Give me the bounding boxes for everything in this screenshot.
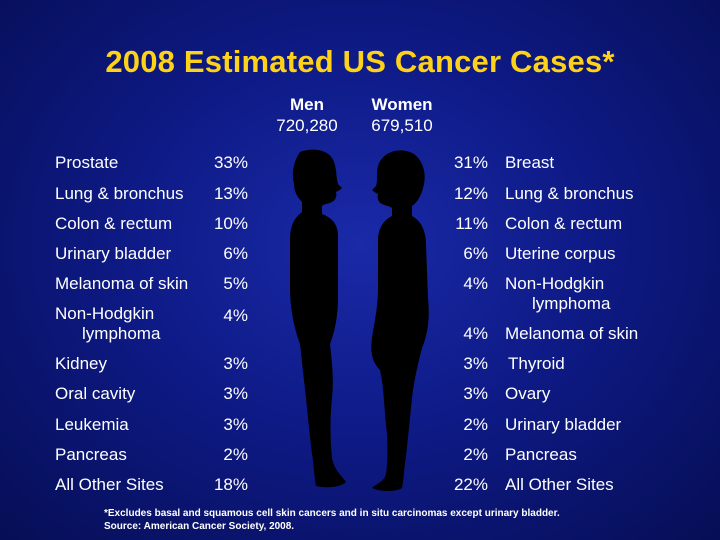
women-site-thyroid: Thyroid [508,354,565,373]
footnote-source: Source: American Cancer Society, 2008. [104,521,295,532]
women-pct-pancreas: 2% [463,445,488,464]
men-pct-kidney: 3% [223,354,248,373]
men-site-leukemia: Leukemia [55,415,129,434]
men-site-nhl-line1: Non-Hodgkin [55,304,155,323]
men-pct-oral: 3% [223,384,248,403]
men-site-oral: Oral cavity [55,384,136,403]
footnote-exclusion: *Excludes basal and squamous cell skin c… [104,508,560,519]
men-pct-other: 18% [213,475,248,494]
women-pct-bladder: 2% [463,415,488,434]
men-pct-melanoma: 5% [223,274,248,293]
women-site-lung: Lung & bronchus [505,184,634,203]
women-site-uterine: Uterine corpus [505,244,616,263]
women-site-breast: Breast [505,153,555,172]
women-pct-uterine: 6% [463,244,488,263]
footnote: *Excludes basal and squamous cell skin c… [104,507,560,533]
men-site-pancreas: Pancreas [55,445,127,464]
men-pct-prostate: 33% [213,153,248,172]
women-pct-melanoma: 4% [463,324,488,343]
women-site-melanoma: Melanoma of skin [505,324,639,343]
men-site-nhl: Non-Hodgkin lymphoma [55,304,205,344]
men-site-bladder: Urinary bladder [55,244,172,263]
men-header: Men 720,280 [262,94,352,136]
male-silhouette-icon [290,149,346,488]
women-site-other: All Other Sites [505,475,614,494]
women-site-colon: Colon & rectum [505,214,623,233]
men-site-kidney: Kidney [55,354,107,373]
women-pct-lung: 12% [453,184,488,203]
men-site-colon: Colon & rectum [55,214,173,233]
women-site-nhl: Non-Hodgkin lymphoma [505,274,655,314]
women-pct-colon: 11% [455,214,488,233]
men-pct-leukemia: 3% [223,415,248,434]
women-pct-breast: 31% [453,153,488,172]
women-header: Women 679,510 [356,94,448,136]
women-pct-ovary: 3% [463,384,488,403]
men-site-lung: Lung & bronchus [55,184,184,203]
men-pct-pancreas: 2% [223,445,248,464]
men-site-nhl-line2: lymphoma [82,324,161,343]
women-site-nhl-line2: lymphoma [532,294,611,313]
women-pct-other: 22% [453,475,488,494]
women-site-bladder: Urinary bladder [505,415,622,434]
men-pct-bladder: 6% [223,244,248,263]
men-site-melanoma: Melanoma of skin [55,274,189,293]
men-site-other: All Other Sites [55,475,164,494]
women-label: Women [371,95,433,114]
women-pct-nhl: 4% [463,274,488,293]
women-pct-thyroid: 3% [463,354,488,373]
men-pct-nhl: 4% [223,306,248,325]
men-pct-colon: 10% [213,214,248,233]
women-site-nhl-line1: Non-Hodgkin [505,274,605,293]
men-site-prostate: Prostate [55,153,119,172]
slide-title: 2008 Estimated US Cancer Cases* [105,44,615,79]
men-count: 720,280 [276,116,338,135]
men-label: Men [290,95,324,114]
female-silhouette-icon [371,150,429,491]
women-site-pancreas: Pancreas [505,445,577,464]
men-pct-lung: 13% [213,184,248,203]
women-site-ovary: Ovary [505,384,551,403]
women-count: 679,510 [371,116,433,135]
